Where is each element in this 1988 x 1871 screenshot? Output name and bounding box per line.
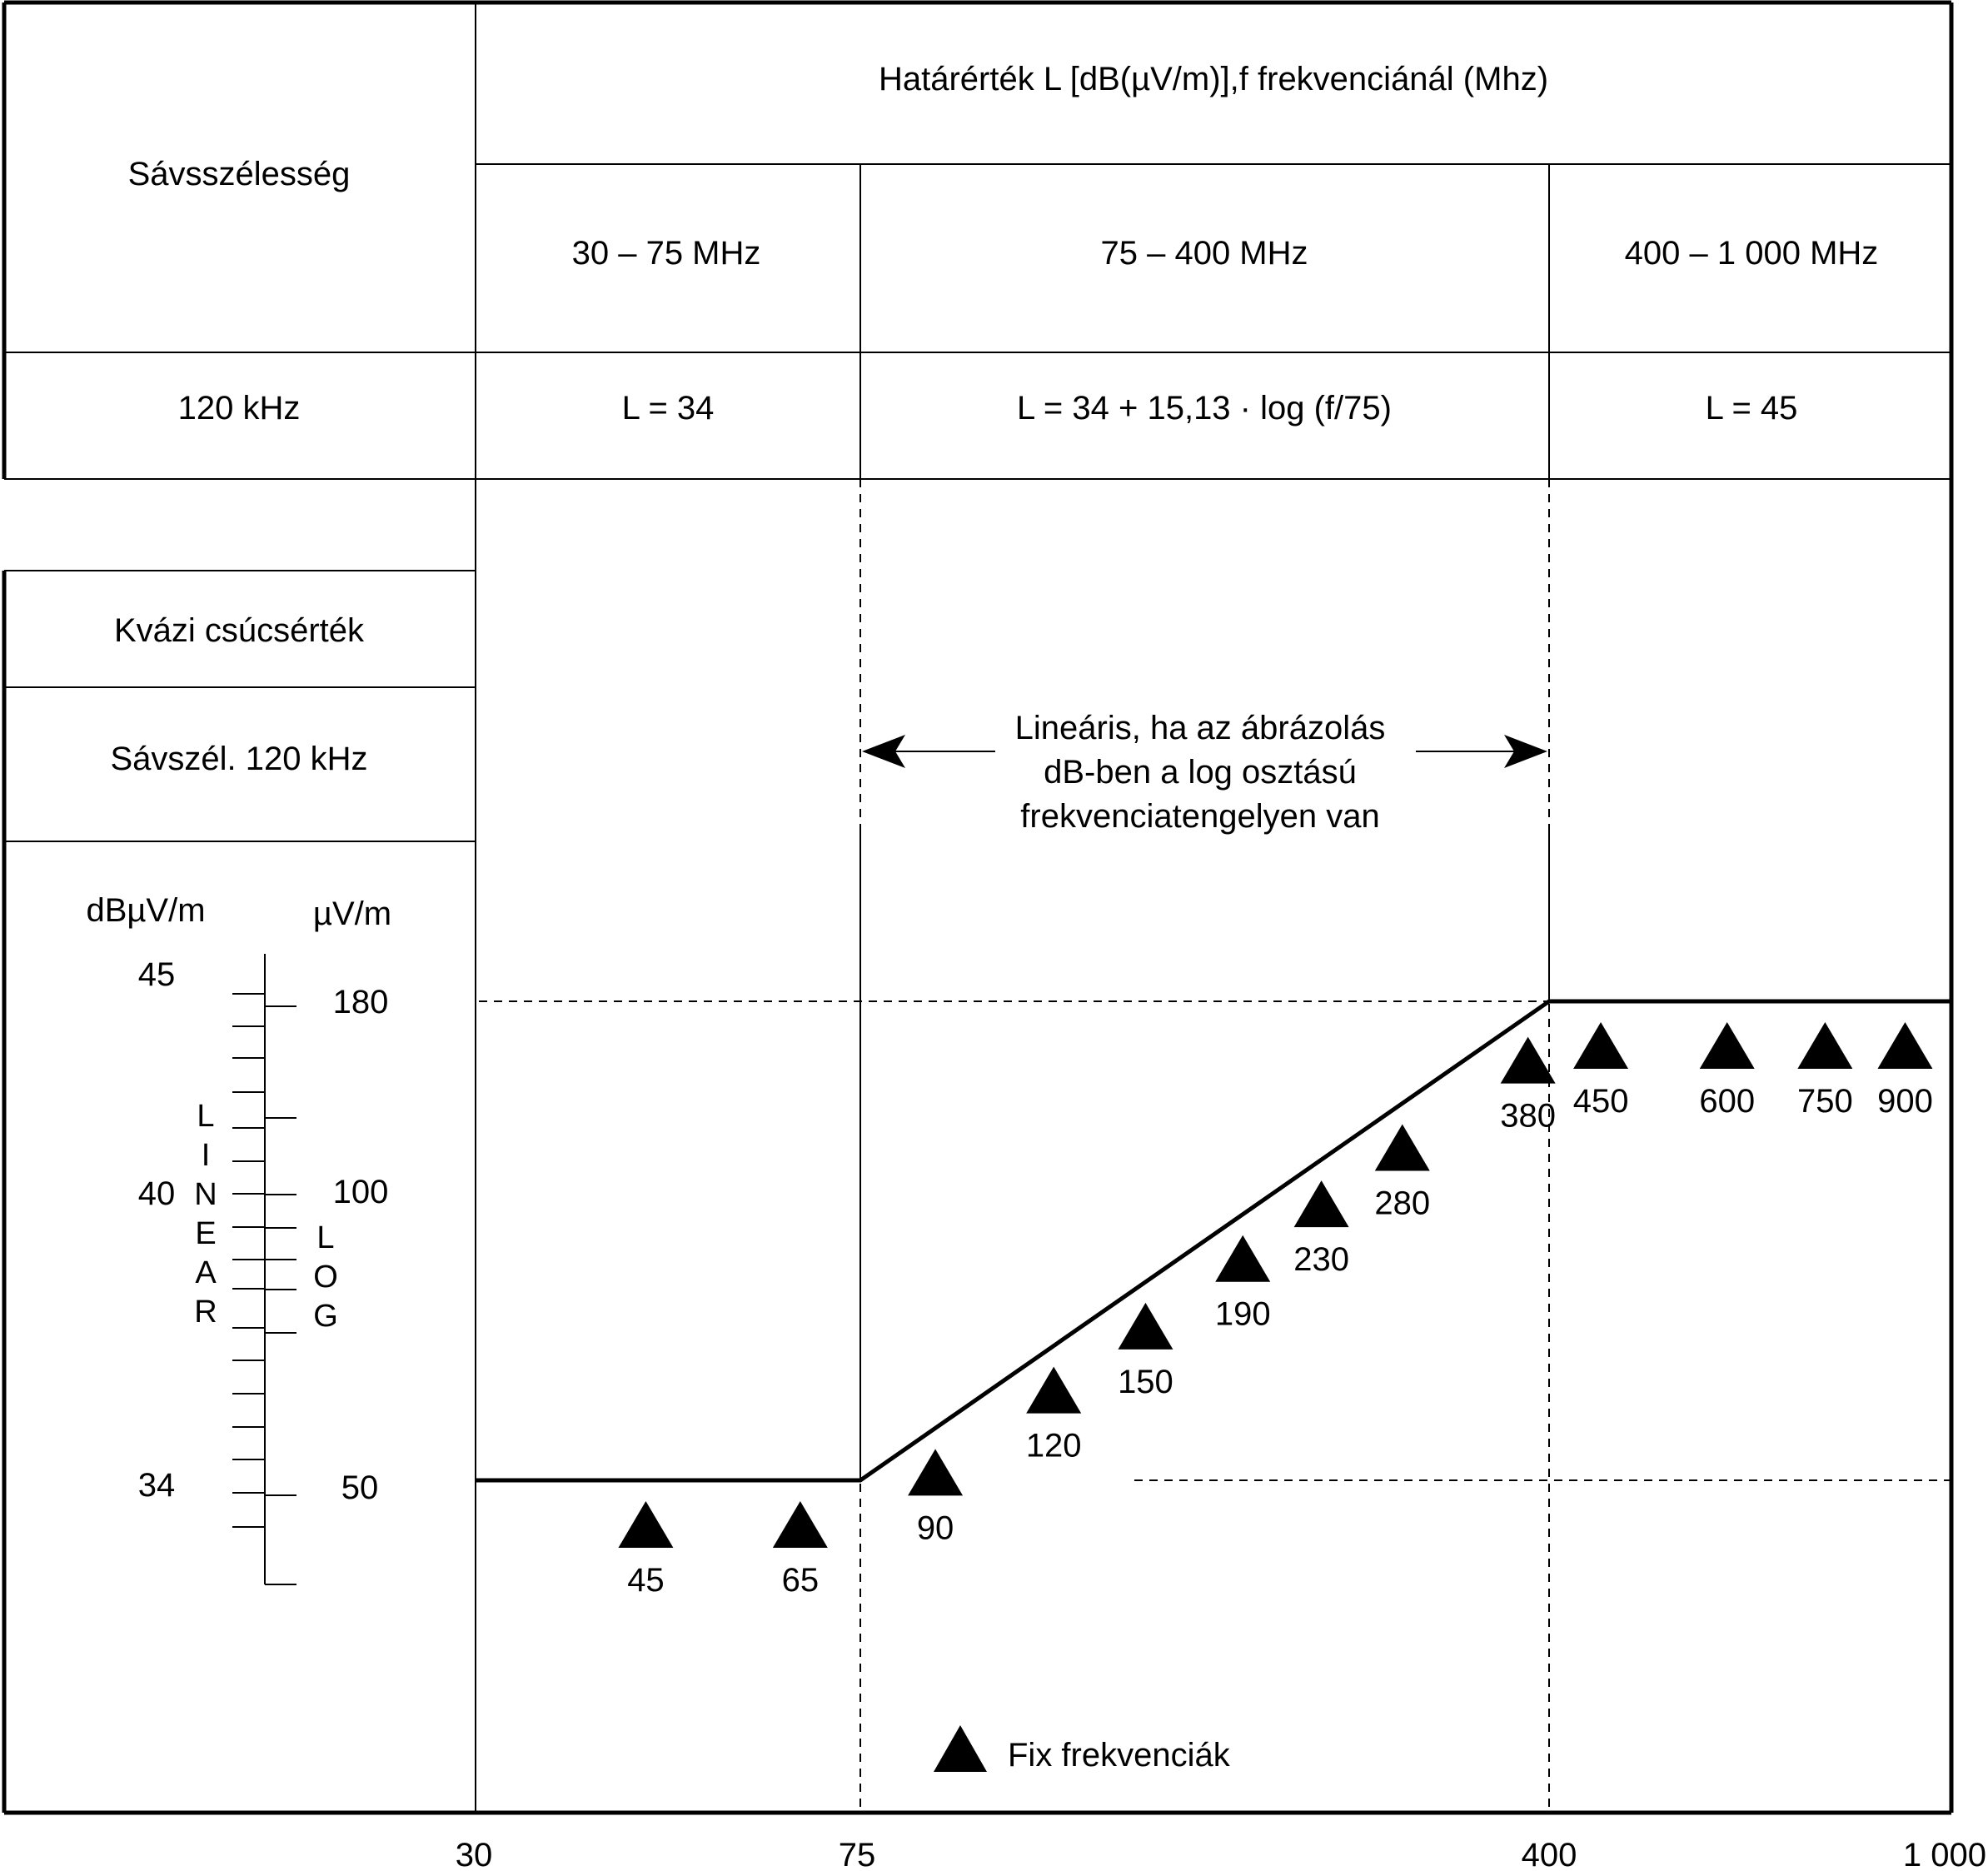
linear-letter: L [197,1099,214,1134]
triangle-marker [1877,1022,1933,1069]
bandwidth-label: Sávszél. 120 kHz [110,741,367,777]
linear-annotation: Lineáris, ha az ábrázolás dB-ben a log o… [862,710,1547,835]
triangle-marker [1500,1036,1556,1084]
db-tick-40: 40 [138,1175,176,1212]
triangle-marker [1026,1366,1082,1414]
db-tick-34: 34 [138,1467,176,1504]
triangle-marker [1374,1124,1430,1171]
triangle-marker [1215,1235,1271,1282]
annotation-arrow-left-head [862,735,905,768]
triangle-marker [618,1501,674,1548]
band-formula-3: L = 45 [1706,390,1798,427]
legend-label: Fix frekvenciák [1008,1737,1231,1774]
fixed-frequency-label: 45 [627,1562,665,1599]
fixed-frequency-marker: 45 [618,1501,674,1599]
fixed-frequency-label: 90 [917,1509,954,1546]
x-tick-label: 1 000 [1903,1837,1986,1871]
fixed-frequency-label: 600 [1699,1083,1755,1120]
plot-area: 45 65 90 120 150 190 230 280 380 450 600 750 900 [476,479,1951,1813]
annotation-arrow-right-head [1504,735,1547,768]
fixed-frequency-label: 450 [1573,1083,1629,1120]
linear-letter: N [194,1177,217,1212]
fixed-frequency-marker: 120 [1026,1366,1082,1464]
triangle-marker [1118,1302,1173,1350]
fixed-frequency-marker: 65 [772,1501,828,1599]
fixed-frequency-marker: 750 [1797,1022,1853,1120]
band-range-2: 75 – 400 MHz [1100,235,1308,272]
limit-line [476,999,1951,1483]
band-formula-1: L = 34 [622,390,715,427]
fixed-frequency-label: 230 [1293,1241,1349,1278]
triangle-marker [1797,1022,1853,1069]
legend-triangle-marker [934,1725,987,1772]
fixed-frequency-marker: 150 [1118,1302,1173,1400]
uv-tick-180: 180 [333,984,389,1020]
fixed-frequency-label: 190 [1215,1296,1271,1333]
fixed-frequency-label: 150 [1118,1364,1173,1400]
log-letter: G [313,1299,338,1334]
fixed-frequency-marker: 450 [1573,1022,1629,1120]
fixed-frequency-label: 120 [1026,1428,1082,1464]
scale-unit-uv: µV/m [313,896,391,932]
uv-tick-50: 50 [341,1469,379,1506]
fixed-frequency-label: 280 [1374,1185,1430,1222]
linear-letter: E [195,1216,216,1251]
db-tick-45: 45 [138,956,176,993]
bandwidth-value: 120 kHz [178,390,301,427]
level-scale: dBµV/m µV/m 45 40 34 180 100 50 L I N E … [86,892,391,1585]
fixed-frequency-label: 750 [1797,1083,1853,1120]
band-formula-2: L = 34 + 15,13 · log (f/75) [1017,390,1392,427]
fixed-frequency-label: 900 [1877,1083,1933,1120]
triangle-marker [1293,1180,1349,1228]
linear-letter: A [195,1255,217,1290]
annotation-line-2: dB-ben a log osztású [1044,754,1357,791]
fixed-frequency-marker: 900 [1877,1022,1933,1120]
fixed-frequency-marker: 280 [1374,1124,1430,1222]
fixed-frequency-marker: 380 [1500,1036,1556,1135]
triangle-marker [1699,1022,1755,1069]
annotation-line-1: Lineáris, ha az ábrázolás [1015,710,1386,746]
fixed-frequency-label: 65 [782,1562,820,1599]
fixed-frequency-marker: 190 [1215,1235,1271,1333]
detector-label: Kvázi csúcsérték [114,612,365,649]
log-letter: O [313,1260,338,1295]
limit-header: Határérték L [dB(µV/m)],f frekvenciánál … [879,61,1548,97]
annotation-line-3: frekvenciatengelyen van [1020,798,1379,835]
log-letter: L [316,1220,334,1255]
fixed-frequency-label: 380 [1500,1098,1556,1135]
linear-letter: R [194,1295,217,1330]
x-axis: 30 75 400 1 000 [456,1837,1986,1871]
bandwidth-header: Sávsszélesség [128,156,351,192]
uv-tick-100: 100 [333,1174,389,1210]
triangle-marker [1573,1022,1629,1069]
fixed-frequency-marker: 600 [1699,1022,1755,1120]
x-tick-label: 30 [456,1837,493,1871]
triangle-marker [908,1449,964,1496]
triangle-marker [772,1501,828,1548]
chart-legend: Fix frekvenciák [934,1725,1231,1774]
fixed-frequency-marker: 90 [908,1449,964,1546]
fixed-frequency-marker: 230 [1293,1180,1349,1278]
linear-letter: I [202,1138,211,1173]
band-range-1: 30 – 75 MHz [572,235,761,272]
x-tick-label: 75 [839,1837,876,1871]
band-range-3: 400 – 1 000 MHz [1625,235,1879,272]
x-tick-label: 400 [1522,1837,1577,1871]
table-frame [2,0,1954,1815]
scale-unit-db: dBµV/m [86,892,205,929]
